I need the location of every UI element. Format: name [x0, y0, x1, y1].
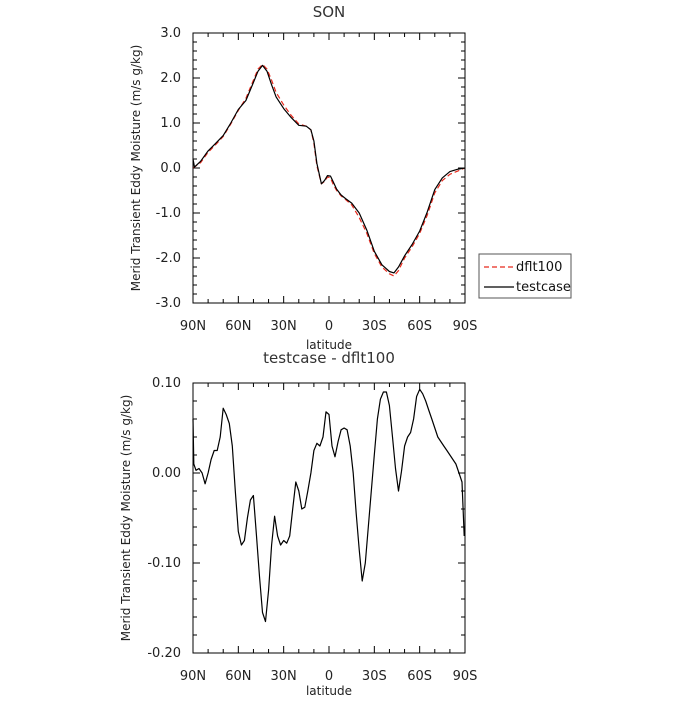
- x-tick-label: 60N: [225, 669, 251, 684]
- y-tick-label: 3.0: [160, 26, 181, 41]
- x-tick-label: 30S: [362, 319, 387, 334]
- legend-label-dflt100: dflt100: [516, 260, 562, 275]
- series-group: [192, 388, 465, 623]
- x-tick-label: 90N: [180, 669, 206, 684]
- x-tick-label: 60N: [225, 319, 251, 334]
- x-axis-label: latitude: [306, 684, 352, 698]
- y-tick-label: 2.0: [160, 71, 181, 86]
- y-tick-label: -1.0: [156, 206, 181, 221]
- x-axis-label: latitude: [306, 338, 352, 352]
- x-tick-label: 0: [325, 669, 333, 684]
- y-tick-label: 0.0: [160, 161, 181, 176]
- x-tick-label: 30S: [362, 669, 387, 684]
- y-tick-label: 0.10: [152, 376, 181, 391]
- y-tick-label: -3.0: [156, 296, 181, 311]
- tick-group: 90N 60N 30N 0 30S 60S 90S -3.0 -2.0 -1.0 0.0 1.0 2.0…: [156, 26, 478, 334]
- y-tick-label: -0.20: [147, 646, 181, 661]
- y-tick-label: 1.0: [160, 116, 181, 131]
- y-axis-label: Merid Transient Eddy Moisture (m/s g/kg): [129, 45, 143, 292]
- panel-difference: testcase - dflt100 latitude Merid Transi…: [119, 349, 477, 698]
- x-tick-label: 30N: [271, 319, 297, 334]
- x-tick-label: 60S: [407, 669, 432, 684]
- x-tick-label: 0: [325, 319, 333, 334]
- tick-group: 90N 60N 30N 0 30S 60S 90S -0.20 -0.10 0.00 0.10: [147, 376, 477, 684]
- x-tick-label: 90S: [453, 669, 478, 684]
- panel-son: SON latitude Merid Transient Eddy Moistu…: [129, 3, 572, 352]
- chart-title: SON: [313, 3, 346, 21]
- x-tick-label: 90S: [453, 319, 478, 334]
- series-line-series-0: [192, 388, 465, 623]
- chart-title: testcase - dflt100: [263, 349, 395, 367]
- series-group: [192, 63, 466, 277]
- x-tick-label: 30N: [271, 669, 297, 684]
- series-line-testcase: [192, 64, 466, 274]
- legend: dflt100 testcase: [478, 253, 572, 299]
- legend-frame: [478, 253, 572, 299]
- y-tick-label: -2.0: [156, 251, 181, 266]
- y-tick-label: 0.00: [152, 466, 181, 481]
- x-tick-label: 90N: [180, 319, 206, 334]
- plot-frame: [192, 32, 466, 304]
- y-axis-label: Merid Transient Eddy Moisture (m/s g/kg): [119, 395, 133, 642]
- legend-label-testcase: testcase: [516, 280, 571, 295]
- y-tick-label: -0.10: [147, 556, 181, 571]
- plot-frame: [192, 382, 466, 654]
- series-line-dflt100: [192, 63, 466, 277]
- x-tick-label: 60S: [407, 319, 432, 334]
